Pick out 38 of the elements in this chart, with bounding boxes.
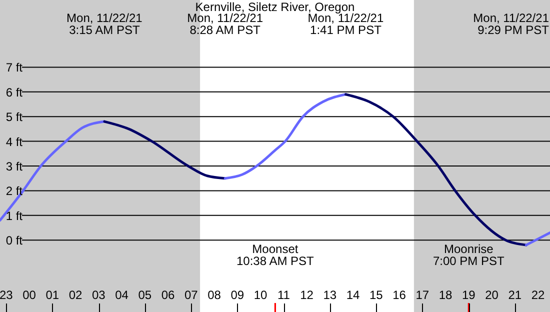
x-tick-label: 18 bbox=[438, 288, 453, 302]
x-tick-label: 19 bbox=[462, 288, 476, 302]
x-tick-label: 01 bbox=[46, 288, 60, 302]
annotation: Moonset 10:38 AM PST bbox=[236, 242, 315, 268]
x-tick-label: 06 bbox=[161, 288, 176, 302]
x-tick-label: 05 bbox=[138, 288, 152, 302]
x-tick-label: 04 bbox=[115, 288, 129, 302]
x-tick-label: 02 bbox=[68, 288, 83, 302]
x-tick-label: 08 bbox=[208, 288, 222, 302]
x-tick-label: 13 bbox=[323, 288, 337, 302]
y-tick-label: 0 ft bbox=[6, 234, 24, 248]
x-tick-label: 00 bbox=[22, 288, 36, 302]
y-tick-label: 7 ft bbox=[6, 60, 24, 75]
x-tick-label: 03 bbox=[92, 288, 106, 302]
x-tick-label: 09 bbox=[230, 288, 244, 302]
x-tick-label: 21 bbox=[508, 288, 522, 302]
y-tick-label: 2 ft bbox=[6, 184, 24, 198]
x-tick-label: 07 bbox=[184, 288, 198, 302]
y-tick-label: 4 ft bbox=[6, 134, 24, 149]
x-tick-label: 23 bbox=[0, 288, 14, 302]
annotation: Mon, 11/22/21 9:29 PM PST bbox=[473, 11, 550, 37]
chart-title: Kernville, Siletz River, Oregon bbox=[195, 0, 355, 14]
x-tick-label: 15 bbox=[369, 288, 384, 302]
y-tick-label: 6 ft bbox=[6, 85, 24, 100]
x-tick-label: 10 bbox=[254, 288, 268, 302]
x-tick-label: 14 bbox=[346, 288, 360, 302]
y-tick-label: 3 ft bbox=[6, 160, 24, 174]
x-tick-label: 20 bbox=[485, 288, 499, 302]
x-tick-label: 12 bbox=[300, 288, 314, 302]
x-tick-label: 17 bbox=[416, 288, 430, 302]
x-tick-label: 16 bbox=[392, 288, 406, 302]
x-tick-label: 22 bbox=[531, 288, 546, 302]
annotation: Moonrise 7:00 PM PST bbox=[432, 242, 506, 268]
x-tick-label: 11 bbox=[277, 288, 290, 302]
y-tick-label: 1 ft bbox=[6, 208, 24, 223]
annotation: Mon, 11/22/21 8:28 AM PST bbox=[187, 11, 264, 37]
annotation: Mon, 11/22/21 3:15 AM PST bbox=[66, 11, 143, 37]
y-tick-label: 5 ft bbox=[6, 110, 24, 124]
